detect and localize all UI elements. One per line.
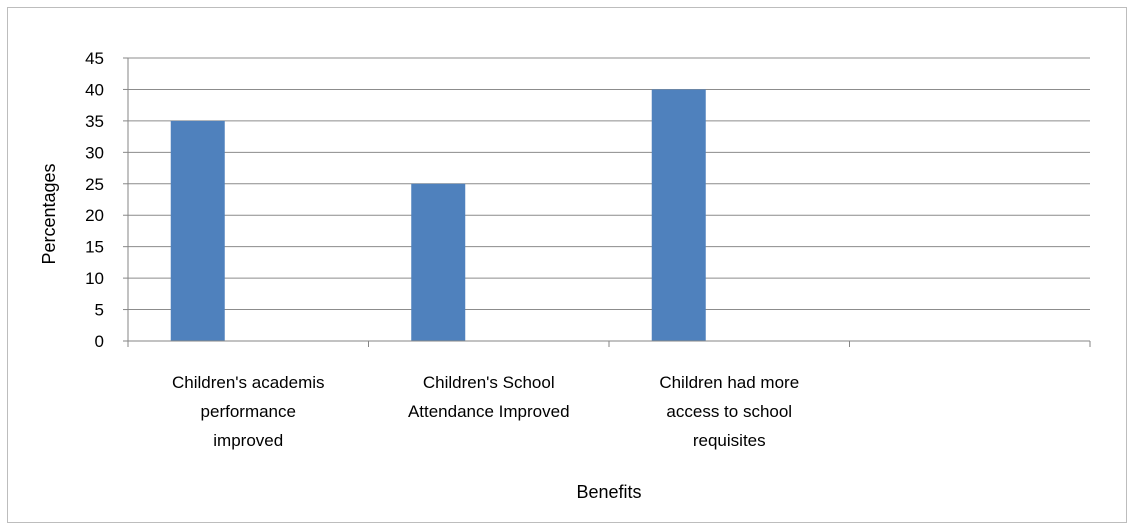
x-tick-labels: Children's academis performance improved Ch… <box>172 373 799 450</box>
y-tick-label: 5 <box>95 301 104 320</box>
y-axis-title: Percentages <box>39 163 59 264</box>
x-axis-title: Benefits <box>576 482 641 502</box>
x-tick-label: Children had more <box>659 373 799 392</box>
y-tick-label: 15 <box>85 238 104 257</box>
y-tick-label: 40 <box>85 80 104 99</box>
axes <box>127 58 1091 347</box>
bar <box>411 183 466 341</box>
x-tick-label: access to school <box>666 402 792 421</box>
x-tick-label: Children's School <box>423 373 555 392</box>
y-tick-label: 35 <box>85 112 104 131</box>
x-tick-label: Children's academis <box>172 373 325 392</box>
gridlines <box>128 57 1090 311</box>
y-tick-label: 20 <box>85 206 104 225</box>
x-tick-label: requisites <box>693 431 766 450</box>
bars <box>170 89 706 341</box>
bar <box>170 120 225 341</box>
x-tick-label: improved <box>213 431 283 450</box>
x-tick-label: performance <box>201 402 296 421</box>
bar <box>651 89 706 341</box>
y-tick-label: 45 <box>85 49 104 68</box>
y-tick-label: 30 <box>85 143 104 162</box>
y-tick-label: 10 <box>85 269 104 288</box>
x-tick-label: Attendance Improved <box>408 402 570 421</box>
y-tick-label: 25 <box>85 175 104 194</box>
y-tick-label: 0 <box>95 332 104 351</box>
y-tick-labels: 0 5 10 15 20 25 30 35 40 45 <box>85 49 128 351</box>
